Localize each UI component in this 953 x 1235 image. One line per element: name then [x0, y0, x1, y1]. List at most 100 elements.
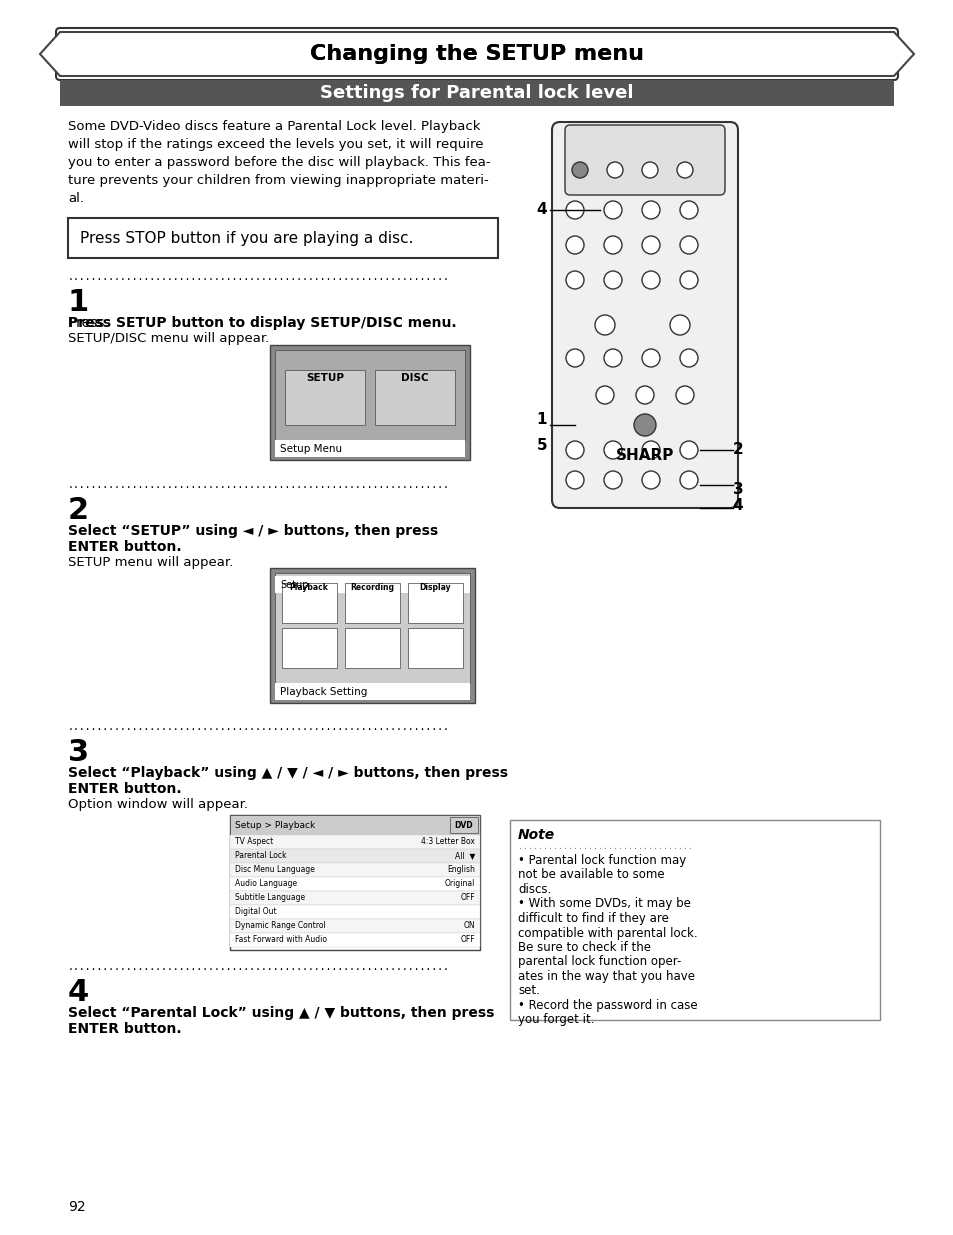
Text: Disc Menu Language: Disc Menu Language	[234, 866, 314, 874]
Circle shape	[641, 350, 659, 367]
Text: .................................................................: ........................................…	[68, 722, 450, 732]
Text: Changing the: Changing the	[398, 44, 555, 64]
Circle shape	[679, 350, 698, 367]
Circle shape	[606, 162, 622, 178]
FancyBboxPatch shape	[552, 122, 738, 508]
Text: 3: 3	[732, 483, 742, 498]
Text: OFF: OFF	[460, 935, 475, 945]
Text: All  ▼: All ▼	[455, 851, 475, 861]
Text: Subtitle Language: Subtitle Language	[234, 893, 305, 903]
Circle shape	[641, 441, 659, 459]
Text: Playback Setting: Playback Setting	[280, 687, 367, 697]
Text: 4: 4	[68, 978, 90, 1007]
Text: 4: 4	[537, 203, 547, 217]
Text: Setup > Playback: Setup > Playback	[234, 820, 314, 830]
Polygon shape	[40, 32, 913, 77]
Text: Recording: Recording	[350, 583, 394, 592]
Text: ENTER button.: ENTER button.	[68, 1023, 181, 1036]
Bar	[230, 919, 479, 932]
Text: Original: Original	[444, 879, 475, 888]
Bar	[408, 583, 462, 622]
Text: DISC: DISC	[401, 373, 428, 383]
Text: Setup: Setup	[280, 580, 308, 590]
Text: Playback: Playback	[290, 583, 328, 592]
Circle shape	[641, 201, 659, 219]
Bar	[270, 568, 475, 703]
Text: Setup Menu: Setup Menu	[280, 445, 342, 454]
Circle shape	[565, 471, 583, 489]
Bar	[274, 573, 470, 683]
Bar	[68, 219, 497, 258]
FancyBboxPatch shape	[564, 125, 724, 195]
Text: .................................................................: ........................................…	[68, 480, 450, 490]
Text: SETUP menu will appear.: SETUP menu will appear.	[68, 556, 233, 569]
Bar	[230, 815, 479, 950]
Text: not be available to some: not be available to some	[517, 868, 664, 882]
Text: Select “Playback” using ▲ / ▼ / ◄ / ► buttons, then press: Select “Playback” using ▲ / ▼ / ◄ / ► bu…	[68, 766, 507, 781]
Text: DVD: DVD	[455, 820, 473, 830]
Text: 92: 92	[68, 1200, 86, 1214]
FancyBboxPatch shape	[56, 28, 897, 80]
Text: Select “SETUP” using ◄ / ► buttons, then press: Select “SETUP” using ◄ / ► buttons, then…	[68, 524, 437, 538]
Bar	[230, 835, 479, 848]
Bar	[274, 683, 470, 700]
Text: ON: ON	[463, 921, 475, 930]
Text: Fast Forward with Audio: Fast Forward with Audio	[234, 935, 327, 945]
Text: will stop if the ratings exceed the levels you set, it will require: will stop if the ratings exceed the leve…	[68, 138, 483, 151]
Text: Note: Note	[517, 827, 555, 842]
Circle shape	[603, 201, 621, 219]
Text: discs.: discs.	[517, 883, 551, 897]
Text: Settings for Parental lock level: Settings for Parental lock level	[320, 84, 633, 103]
Text: set.: set.	[517, 984, 539, 998]
Text: Digital Out: Digital Out	[234, 908, 276, 916]
Circle shape	[565, 201, 583, 219]
Text: .................................................................: ........................................…	[68, 962, 450, 972]
Bar	[230, 932, 479, 947]
Text: SETUP: SETUP	[306, 373, 344, 383]
Circle shape	[634, 414, 656, 436]
Bar	[285, 370, 365, 425]
Text: you to enter a password before the disc will playback. This fea-: you to enter a password before the disc …	[68, 156, 490, 169]
Bar	[230, 848, 479, 863]
Circle shape	[641, 236, 659, 254]
Circle shape	[596, 387, 614, 404]
Circle shape	[679, 270, 698, 289]
Text: ates in the way that you have: ates in the way that you have	[517, 969, 695, 983]
Text: Display: Display	[418, 583, 451, 592]
Bar	[270, 345, 470, 459]
Text: Dynamic Range Control: Dynamic Range Control	[234, 921, 325, 930]
Bar	[60, 80, 893, 106]
Circle shape	[641, 270, 659, 289]
Circle shape	[565, 270, 583, 289]
Bar	[345, 629, 399, 668]
Text: Some DVD-Video discs feature a Parental Lock level. Playback: Some DVD-Video discs feature a Parental …	[68, 120, 480, 133]
Text: 5: 5	[537, 437, 547, 452]
Text: Select “Parental Lock” using ▲ / ▼ buttons, then press: Select “Parental Lock” using ▲ / ▼ butto…	[68, 1007, 494, 1020]
Text: Changing the SETUP menu: Changing the SETUP menu	[310, 44, 643, 64]
Text: SHARP: SHARP	[616, 447, 674, 462]
Bar	[230, 815, 479, 835]
Bar	[345, 583, 399, 622]
Bar	[282, 583, 336, 622]
Circle shape	[603, 350, 621, 367]
Text: 2: 2	[732, 442, 742, 457]
Text: parental lock function oper-: parental lock function oper-	[517, 956, 680, 968]
Circle shape	[565, 236, 583, 254]
Bar	[408, 629, 462, 668]
Text: Option window will appear.: Option window will appear.	[68, 798, 248, 811]
Circle shape	[572, 162, 587, 178]
Bar	[230, 877, 479, 890]
Text: 1: 1	[68, 288, 90, 317]
Circle shape	[603, 270, 621, 289]
Text: you forget it.: you forget it.	[517, 1014, 594, 1026]
Circle shape	[603, 471, 621, 489]
Text: TV Aspect: TV Aspect	[234, 837, 273, 846]
Bar	[274, 350, 464, 440]
Circle shape	[679, 441, 698, 459]
Text: difficult to find if they are: difficult to find if they are	[517, 911, 668, 925]
Text: • With some DVDs, it may be: • With some DVDs, it may be	[517, 898, 690, 910]
Text: SETUP/DISC menu will appear.: SETUP/DISC menu will appear.	[68, 332, 269, 345]
Circle shape	[669, 315, 689, 335]
Bar	[375, 370, 455, 425]
Text: 1: 1	[537, 412, 547, 427]
